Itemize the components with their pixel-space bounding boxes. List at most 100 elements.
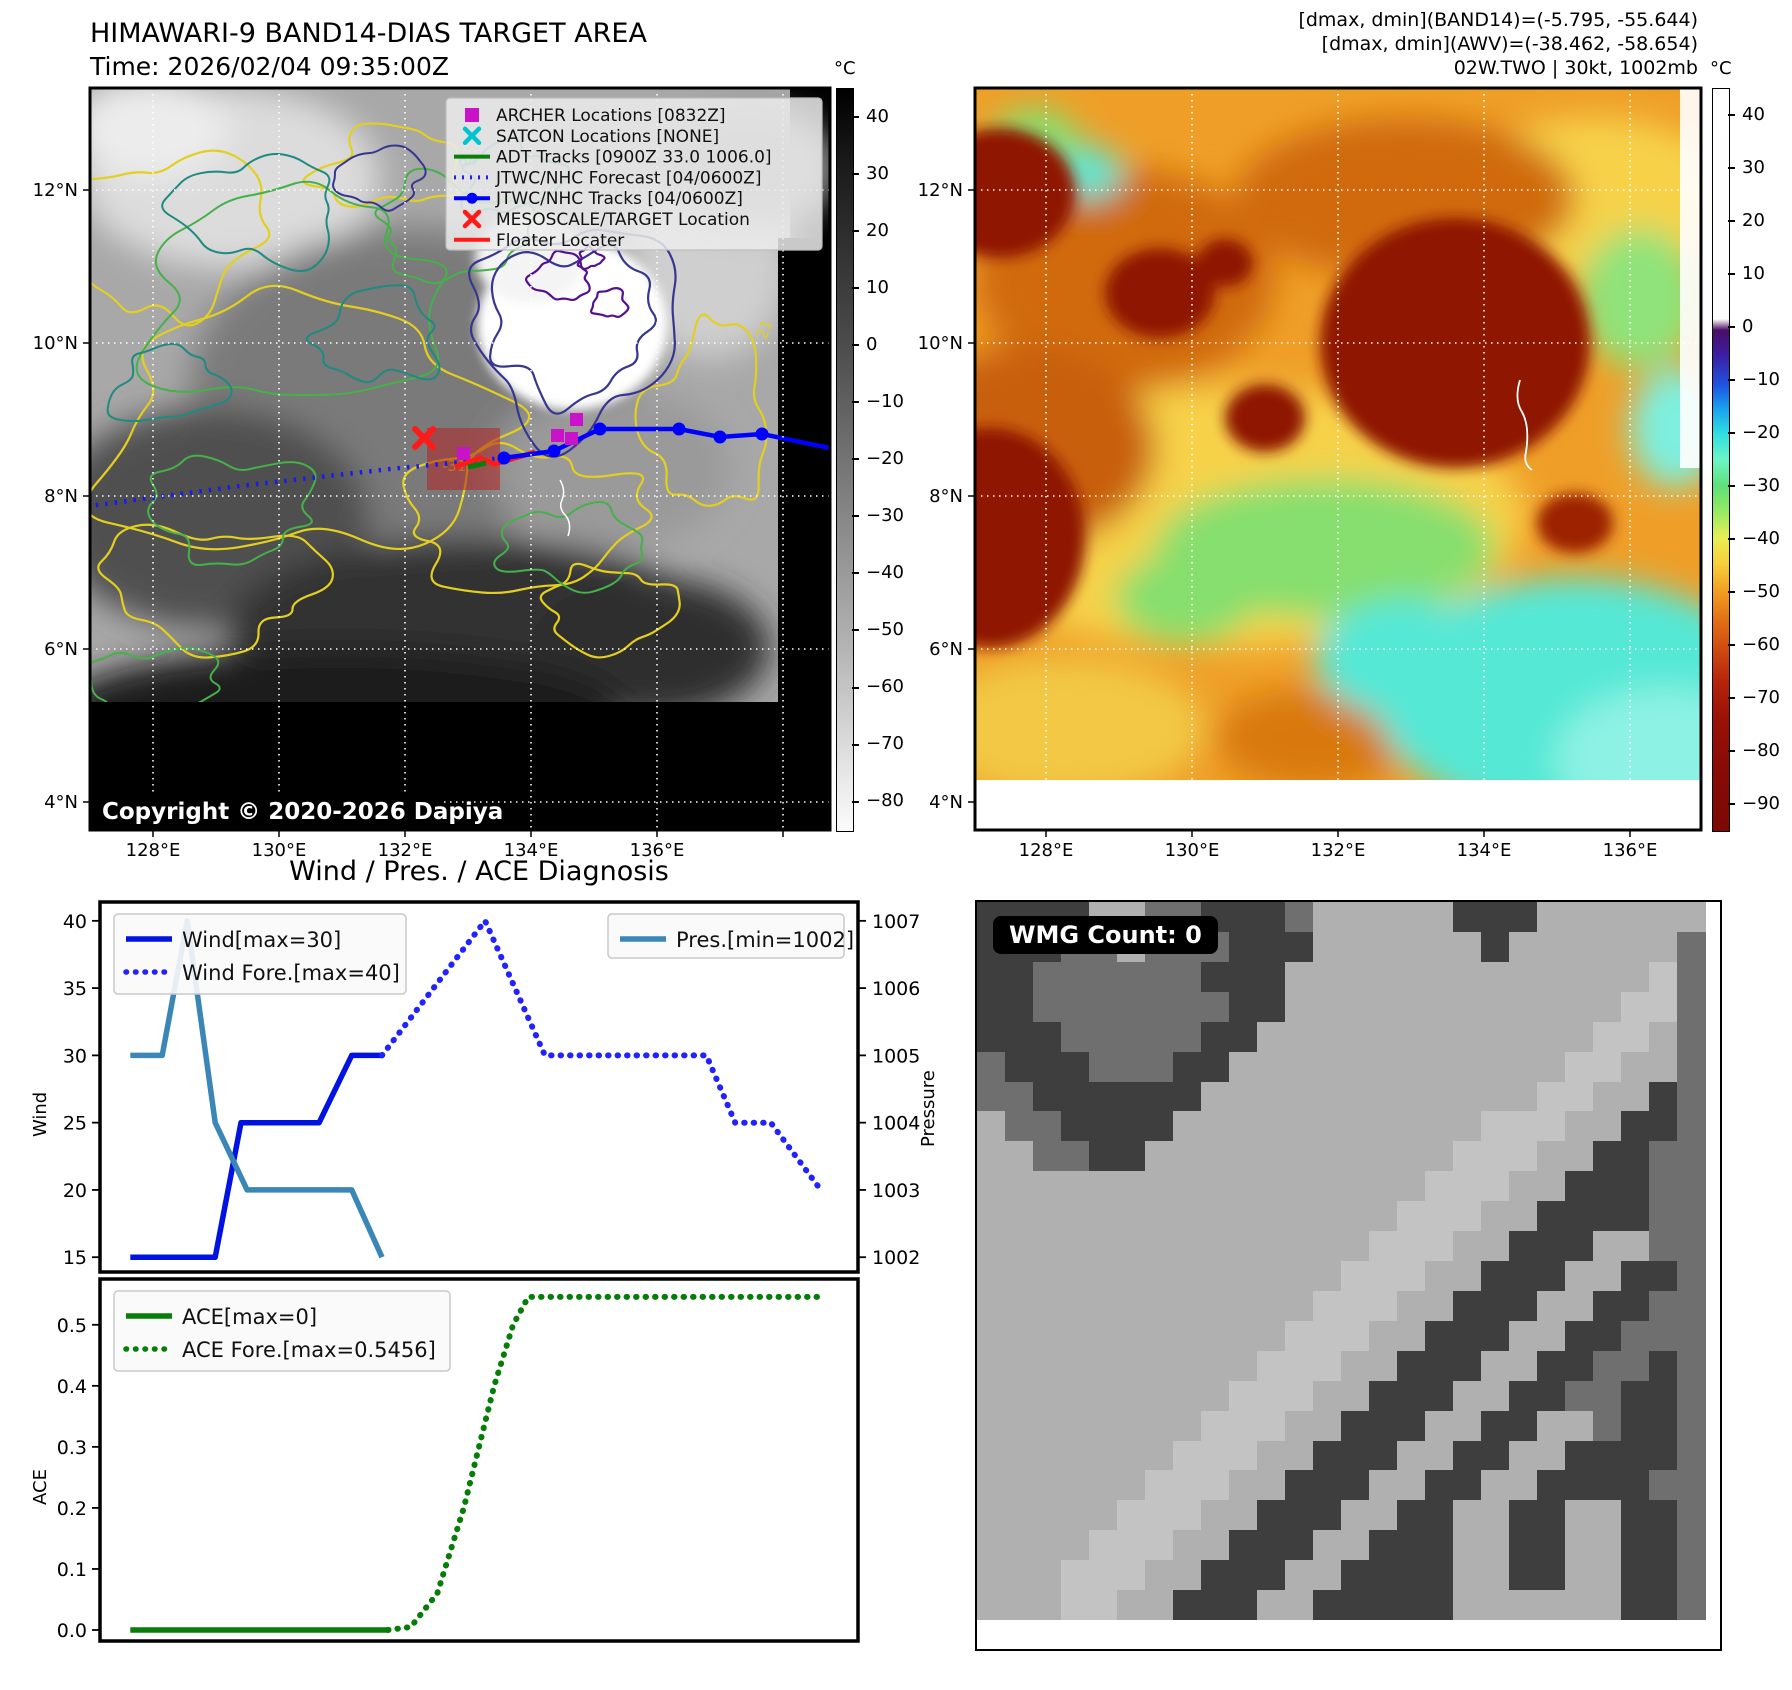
wmg-pixel (1033, 1051, 1062, 1082)
wmg-pixel (1117, 991, 1146, 1023)
ace-axis-label: ACE (30, 1469, 51, 1505)
coastline (559, 479, 571, 537)
wmg-pixel (1061, 1530, 1090, 1561)
wmg-pixel (1145, 961, 1174, 993)
band14-satellite-map: 64-3121 Copyright © 2020-2026 Dapiya ARC… (33, 86, 832, 861)
colorbar-tick (1728, 696, 1735, 699)
wmg-pixel (1453, 1380, 1482, 1412)
wmg-pixel (1229, 902, 1258, 933)
colorbar-tick-label: −20 (866, 448, 904, 469)
wmg-pixel (1397, 1261, 1426, 1292)
wmg-pixel (1117, 1141, 1146, 1172)
wmg-pixel (1537, 1500, 1566, 1531)
wmg-pixel (1425, 1111, 1454, 1142)
colorbar-tick-label: 40 (1742, 103, 1765, 125)
wmg-pixel (977, 1500, 1006, 1531)
wmg-pixel (1369, 1410, 1398, 1441)
wmg-pixel (1257, 1201, 1286, 1232)
wmg-pixel (1117, 1051, 1146, 1082)
wmg-pixel (1481, 1201, 1510, 1232)
chart-legend-box (113, 913, 407, 995)
colorbar-tick-label: 40 (866, 105, 889, 127)
wmg-pixel (1201, 1231, 1230, 1262)
lon-tick-label: 136°E (630, 840, 685, 861)
colorbar-tick-label: −40 (866, 562, 904, 584)
chart-legend-box (113, 1290, 451, 1372)
wmg-pixel (1453, 1500, 1482, 1531)
wmg-pixel (1453, 1290, 1482, 1322)
wmg-pixel (1117, 1290, 1146, 1322)
wmg-pixel (1061, 1141, 1090, 1172)
wmg-pixel (977, 1051, 1006, 1082)
colorbar-tick (852, 115, 859, 118)
colorbar-tick-label: 10 (866, 276, 889, 298)
wmg-pixel (1537, 931, 1566, 963)
wmg-pixel (1593, 1350, 1622, 1382)
lat-tick-label: 12°N (33, 180, 78, 201)
wmg-pixel (1593, 1470, 1622, 1501)
lon-tick-label: 128°E (1019, 840, 1074, 861)
chart-border (98, 900, 860, 1274)
wmg-pixel (1173, 1231, 1202, 1262)
wmg-pixel (1341, 1470, 1370, 1501)
wmg-pixel (1649, 1111, 1678, 1142)
wmg-pixel (1453, 1231, 1482, 1262)
wmg-pixel (1089, 1081, 1118, 1112)
wmg-pixel (1229, 1500, 1258, 1531)
colorbar-tick-label: 30 (1742, 156, 1765, 178)
legend-line-dot (466, 192, 478, 204)
wmg-pixel (1061, 1171, 1090, 1202)
wmg-pixel (1425, 1530, 1454, 1561)
colorbar-tick-label: −80 (866, 790, 904, 812)
wmg-pixel (1481, 1261, 1510, 1292)
wmg-pixel (1257, 1350, 1286, 1382)
ace-tick-label: 0.0 (57, 1620, 87, 1642)
wmg-pixel (1173, 1261, 1202, 1292)
wmg-pixel (1397, 1530, 1426, 1561)
wmg-pixel (1565, 1440, 1594, 1471)
colorbar-tick-label: 30 (866, 162, 889, 184)
wmg-pixel (1005, 1590, 1034, 1621)
wmg-pixel (1369, 1081, 1398, 1112)
wmg-pixel (1005, 991, 1034, 1023)
wmg-pixel (1425, 1350, 1454, 1382)
wmg-pixel (1229, 1470, 1258, 1501)
wmg-pixel (1117, 1111, 1146, 1142)
wmg-pixel (1285, 1320, 1314, 1352)
wmg-pixel (1509, 1470, 1538, 1501)
wmg-pixel (1481, 1590, 1510, 1621)
chart-legend-label: Pres.[min=1002] (676, 928, 854, 952)
wmg-pixel (1565, 1111, 1594, 1142)
wmg-pixel (1481, 1171, 1510, 1202)
wmg-pixel (1397, 1410, 1426, 1441)
wmg-pixel (1621, 1380, 1650, 1412)
wmg-pixel (1453, 1560, 1482, 1591)
colorbar-tick (1728, 590, 1735, 593)
contour-line (493, 501, 644, 594)
wmg-pixel (1537, 1410, 1566, 1441)
wmg-pixel (1537, 991, 1566, 1023)
wmg-pixel (1257, 1590, 1286, 1621)
wmg-pixel (1313, 1141, 1342, 1172)
wmg-pixel (1145, 1380, 1174, 1412)
wmg-pixel (1145, 1201, 1174, 1232)
wmg-pixel (1061, 991, 1090, 1023)
wmg-pixel (1621, 1290, 1650, 1322)
wmg-pixel (1033, 1470, 1062, 1501)
wmg-pixel (1649, 1201, 1678, 1232)
wmg-pixel (1313, 1530, 1342, 1561)
wmg-pixel (1649, 1440, 1678, 1471)
timestamp: Time: 2026/02/04 09:35:00Z (90, 52, 449, 81)
wmg-pixel (1509, 1111, 1538, 1142)
wmg-pixel (1033, 1261, 1062, 1292)
wmg-pixel (1453, 1320, 1482, 1352)
wmg-pixel (1173, 1350, 1202, 1382)
wmg-pixel (1005, 1081, 1034, 1112)
wmg-pixel (977, 1350, 1006, 1382)
colorbar-tick (852, 686, 859, 689)
wmg-pixel (1313, 1231, 1342, 1262)
wmg-pixel (1005, 1290, 1034, 1322)
wmg-pixel (1509, 1141, 1538, 1172)
jtwc-track-point (755, 427, 769, 441)
wmg-pixel (1285, 1261, 1314, 1292)
